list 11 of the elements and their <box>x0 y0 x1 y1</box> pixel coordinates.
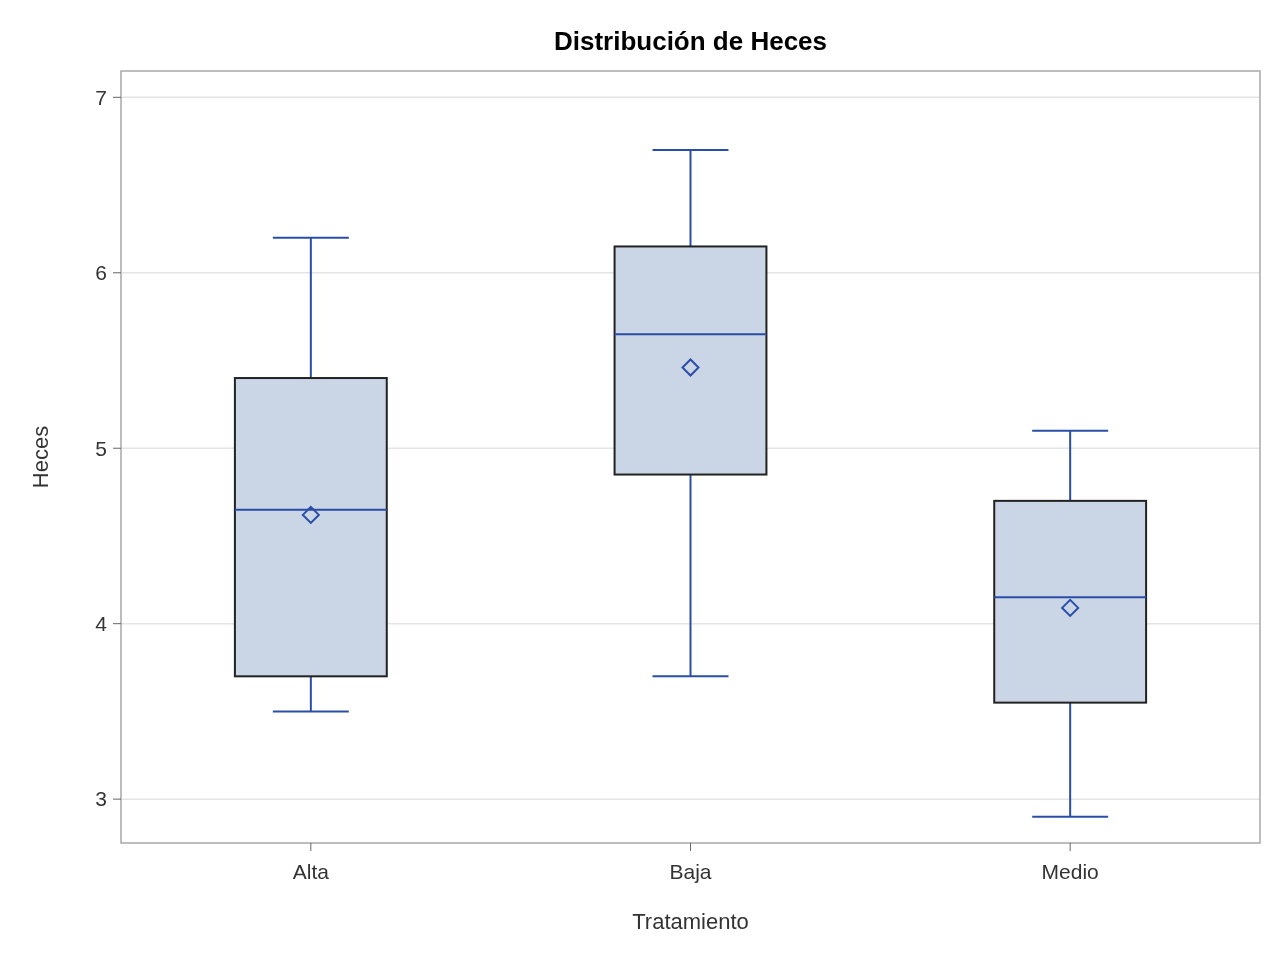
x-tick-label: Medio <box>1041 860 1099 883</box>
chart-title: Distribución de Heces <box>553 26 828 56</box>
x-tick-label: Baja <box>669 860 712 883</box>
y-tick-label: 5 <box>95 436 107 460</box>
y-tick-label: 6 <box>95 261 107 285</box>
y-tick-label: 4 <box>95 612 108 636</box>
x-axis-title: Tratamiento <box>632 909 749 934</box>
y-axis-title: Heces <box>28 425 53 489</box>
y-tick-label: 7 <box>95 85 107 109</box>
y-tick-label: 3 <box>95 787 107 811</box>
x-tick-label: Alta <box>292 860 330 883</box>
